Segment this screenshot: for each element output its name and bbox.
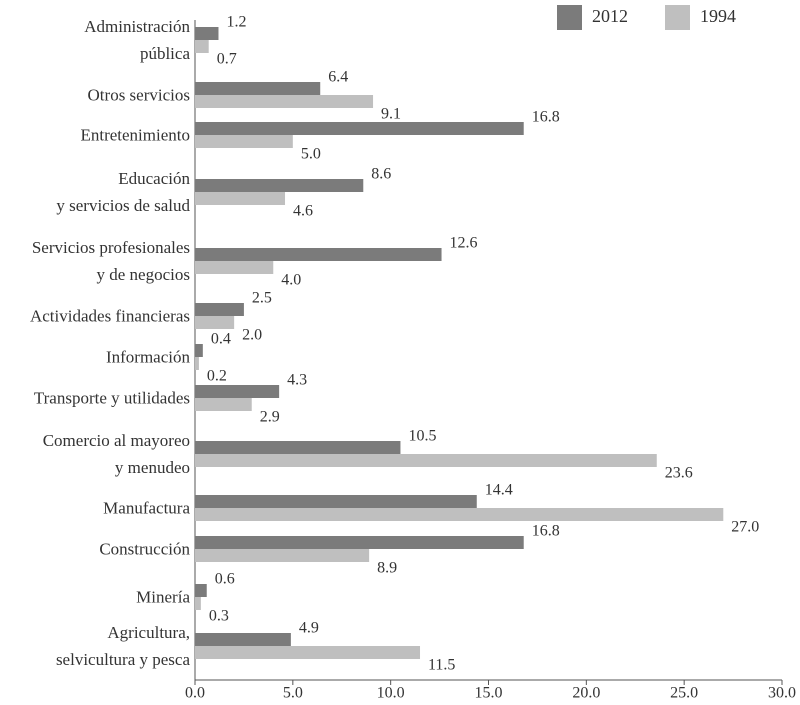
y-tick-label: Manufactura [103, 498, 190, 518]
y-tick-label: Construcción [99, 539, 190, 559]
value-label: 4.3 [287, 372, 307, 389]
value-label: 16.8 [532, 109, 560, 126]
legend-swatch [557, 5, 582, 30]
y-tick-label: Minería [136, 587, 190, 607]
legend-label: 2012 [592, 6, 628, 26]
value-label: 16.8 [532, 523, 560, 540]
value-label: 0.4 [211, 331, 231, 348]
value-label: 0.6 [215, 571, 235, 588]
value-label: 0.7 [217, 51, 237, 68]
y-tick-label: Transporte y utilidades [33, 388, 190, 408]
bar [195, 135, 293, 148]
value-label: 9.1 [381, 106, 401, 123]
bar [195, 248, 442, 261]
legend-label: 1994 [700, 6, 736, 26]
value-label: 23.6 [665, 465, 693, 482]
bar [195, 495, 477, 508]
x-tick-label: 5.0 [283, 685, 303, 702]
bar [195, 95, 374, 108]
value-label: 14.4 [485, 482, 513, 499]
bar [195, 82, 321, 95]
value-label: 0.3 [209, 608, 229, 625]
value-label: 4.9 [299, 620, 319, 637]
bar [195, 398, 252, 411]
y-tick-label: Entretenimiento [80, 125, 190, 145]
value-label: 27.0 [731, 519, 759, 536]
y-tick-label: Agricultura, selvicultura y pesca [55, 623, 190, 669]
value-label: 6.4 [328, 69, 348, 86]
bar [195, 40, 209, 53]
y-tick-label: Actividades financieras [29, 306, 190, 326]
bar [195, 357, 199, 370]
x-tick-label: 10.0 [377, 685, 405, 702]
y-tick-label: Comercio al mayoreo y menudeo [42, 431, 190, 477]
bar [195, 316, 235, 329]
bar [195, 122, 524, 135]
bar [195, 549, 370, 562]
x-tick-label: 30.0 [768, 685, 796, 702]
bar [195, 536, 524, 549]
y-tick-label: Servicios profesionales y de negocios [31, 238, 190, 284]
value-label: 4.0 [281, 272, 301, 289]
bar [195, 179, 364, 192]
bar [195, 261, 274, 274]
value-label: 11.5 [428, 657, 455, 674]
y-tick-label: Educación y servicios de salud [56, 169, 190, 215]
x-tick-label: 15.0 [475, 685, 503, 702]
value-label: 4.6 [293, 203, 313, 220]
bar [195, 597, 201, 610]
x-tick-label: 20.0 [572, 685, 600, 702]
bar [195, 633, 291, 646]
value-label: 8.9 [377, 560, 397, 577]
x-tick-label: 25.0 [670, 685, 698, 702]
y-tick-label: Administración pública [84, 17, 190, 63]
bar [195, 584, 207, 597]
bar [195, 192, 286, 205]
bar [195, 385, 280, 398]
bar [195, 508, 724, 521]
bar [195, 27, 219, 40]
bar [195, 441, 401, 454]
y-tick-label: Otros servicios [87, 85, 190, 105]
value-label: 2.9 [260, 409, 280, 426]
bar [195, 646, 421, 659]
bar [195, 344, 203, 357]
bar [195, 303, 244, 316]
value-label: 8.6 [371, 166, 391, 183]
value-label: 10.5 [408, 428, 436, 445]
x-tick-label: 0.0 [185, 685, 205, 702]
value-label: 5.0 [301, 146, 321, 163]
value-label: 2.5 [252, 290, 272, 307]
value-label: 12.6 [450, 235, 478, 252]
y-tick-label: Información [105, 347, 190, 367]
bar [195, 454, 657, 467]
value-label: 1.2 [226, 14, 246, 31]
value-label: 2.0 [242, 327, 262, 344]
value-label: 0.2 [207, 368, 227, 385]
legend-swatch [665, 5, 690, 30]
